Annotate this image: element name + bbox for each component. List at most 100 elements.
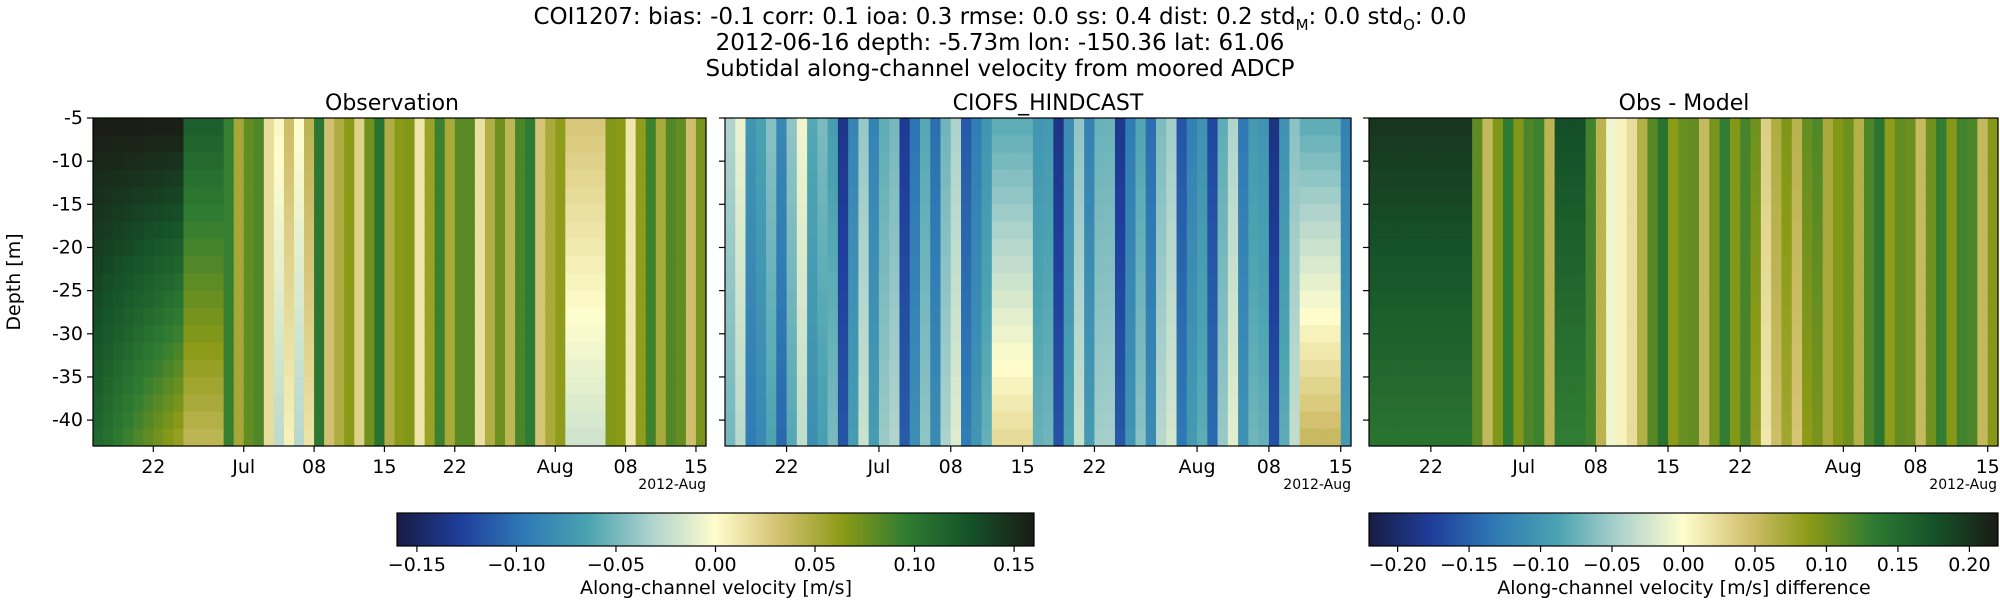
heatmap-cell bbox=[837, 342, 849, 361]
heatmap-cell bbox=[1616, 394, 1628, 413]
heatmap-cell bbox=[1812, 290, 1824, 309]
heatmap-cell bbox=[615, 290, 627, 309]
heatmap-cell bbox=[595, 376, 607, 395]
heatmap-cell bbox=[1729, 221, 1741, 240]
y-tick-label: -15 bbox=[52, 193, 83, 215]
heatmap-cell bbox=[1289, 204, 1301, 223]
heatmap-cell bbox=[173, 376, 185, 395]
heatmap-cell bbox=[837, 169, 849, 188]
heatmap-cell bbox=[1967, 238, 1978, 257]
heatmap-cell bbox=[454, 342, 466, 361]
heatmap-cell bbox=[1379, 221, 1391, 240]
heatmap-cell bbox=[153, 376, 164, 395]
heatmap-cell bbox=[1340, 169, 1352, 188]
heatmap-cell bbox=[1987, 307, 1999, 326]
heatmap-cell bbox=[545, 204, 556, 223]
heatmap-cell bbox=[837, 152, 849, 171]
heatmap-cell bbox=[1688, 342, 1700, 361]
heatmap-cell bbox=[1678, 273, 1690, 292]
heatmap-cell bbox=[919, 169, 931, 188]
heatmap-cell bbox=[515, 169, 526, 188]
heatmap-cell bbox=[1399, 221, 1411, 240]
heatmap-cell bbox=[1227, 428, 1239, 447]
heatmap-cell bbox=[635, 411, 647, 430]
heatmap-cell bbox=[123, 394, 134, 413]
heatmap-cell bbox=[1564, 273, 1576, 292]
heatmap-cell bbox=[283, 169, 295, 188]
heatmap-cell bbox=[1166, 325, 1178, 344]
heatmap-cell bbox=[1544, 342, 1556, 361]
heatmap-cell bbox=[233, 307, 245, 326]
heatmap-cell bbox=[113, 307, 124, 326]
heatmap-cell bbox=[585, 394, 597, 413]
heatmap-cell bbox=[243, 118, 255, 136]
heatmap-cell bbox=[223, 428, 235, 447]
heatmap-cell bbox=[991, 273, 1003, 292]
heatmap-cell bbox=[961, 238, 972, 257]
heatmap-cell bbox=[1740, 359, 1752, 378]
heatmap-cell bbox=[1309, 118, 1321, 136]
heatmap-cell bbox=[961, 221, 972, 240]
heatmap-cell bbox=[1647, 221, 1659, 240]
heatmap-cell bbox=[1668, 376, 1679, 395]
heatmap-cell bbox=[1863, 428, 1875, 447]
heatmap-cell bbox=[868, 187, 880, 205]
heatmap-cell bbox=[213, 376, 225, 395]
heatmap-cell bbox=[878, 169, 890, 188]
heatmap-cell bbox=[1915, 135, 1927, 154]
heatmap-cell bbox=[755, 273, 767, 292]
heatmap-cell bbox=[404, 290, 416, 309]
heatmap-cell bbox=[1227, 135, 1239, 154]
heatmap-cell bbox=[324, 273, 335, 292]
heatmap-cell bbox=[1053, 238, 1065, 257]
heatmap-cell bbox=[755, 152, 767, 171]
heatmap-cell bbox=[1145, 273, 1157, 292]
heatmap-cell bbox=[1554, 256, 1566, 274]
heatmap-cell bbox=[625, 221, 637, 240]
heatmap-cell bbox=[293, 169, 305, 188]
heatmap-cell bbox=[1441, 342, 1453, 361]
x-axis-ticks: 22 Jul 08 15 22 Aug 08 15 bbox=[1419, 446, 2000, 478]
heatmap-cell bbox=[807, 256, 818, 274]
heatmap-cell bbox=[1299, 238, 1311, 257]
heatmap-cell bbox=[505, 135, 516, 154]
x-tick-label: Jul bbox=[1511, 456, 1535, 478]
heatmap-cell bbox=[1094, 290, 1106, 309]
heatmap-cell bbox=[1946, 376, 1958, 395]
heatmap-cell bbox=[364, 307, 375, 326]
heatmap-cell bbox=[545, 273, 556, 292]
heatmap-cell bbox=[595, 428, 607, 447]
heatmap-cell bbox=[1279, 411, 1291, 430]
heatmap-cell bbox=[1340, 187, 1352, 205]
heatmap-cell bbox=[1369, 221, 1380, 240]
heatmap-cell bbox=[1791, 411, 1803, 430]
heatmap-cell bbox=[1268, 342, 1280, 361]
heatmap-cell bbox=[1915, 221, 1927, 240]
heatmap-cell bbox=[971, 342, 983, 361]
heatmap-cell bbox=[837, 290, 849, 309]
heatmap-cell bbox=[1340, 411, 1352, 430]
heatmap-cell bbox=[971, 428, 983, 447]
heatmap-cell bbox=[314, 118, 325, 136]
colorbar-tick-label: 0.00 bbox=[1662, 554, 1704, 576]
heatmap-cell bbox=[796, 325, 808, 344]
heatmap-cell bbox=[535, 135, 546, 154]
heatmap-cell bbox=[1740, 307, 1752, 326]
heatmap-cell bbox=[575, 238, 587, 257]
heatmap-cell bbox=[424, 169, 436, 188]
heatmap-cell bbox=[786, 290, 798, 309]
heatmap-cell bbox=[1894, 307, 1906, 326]
heatmap-cell bbox=[1135, 290, 1147, 309]
heatmap-cell bbox=[991, 394, 1003, 413]
heatmap-cell bbox=[1513, 376, 1525, 395]
heatmap-cell bbox=[1781, 307, 1793, 326]
heatmap-cell bbox=[635, 325, 647, 344]
heatmap-cell bbox=[123, 256, 134, 274]
heatmap-cell bbox=[203, 359, 215, 378]
heatmap-cell bbox=[1135, 376, 1147, 395]
heatmap-cell bbox=[665, 221, 677, 240]
heatmap-cell bbox=[745, 359, 757, 378]
heatmap-cell bbox=[1802, 135, 1813, 154]
heatmap-cell bbox=[1410, 238, 1422, 257]
heatmap-cell bbox=[1340, 118, 1352, 136]
